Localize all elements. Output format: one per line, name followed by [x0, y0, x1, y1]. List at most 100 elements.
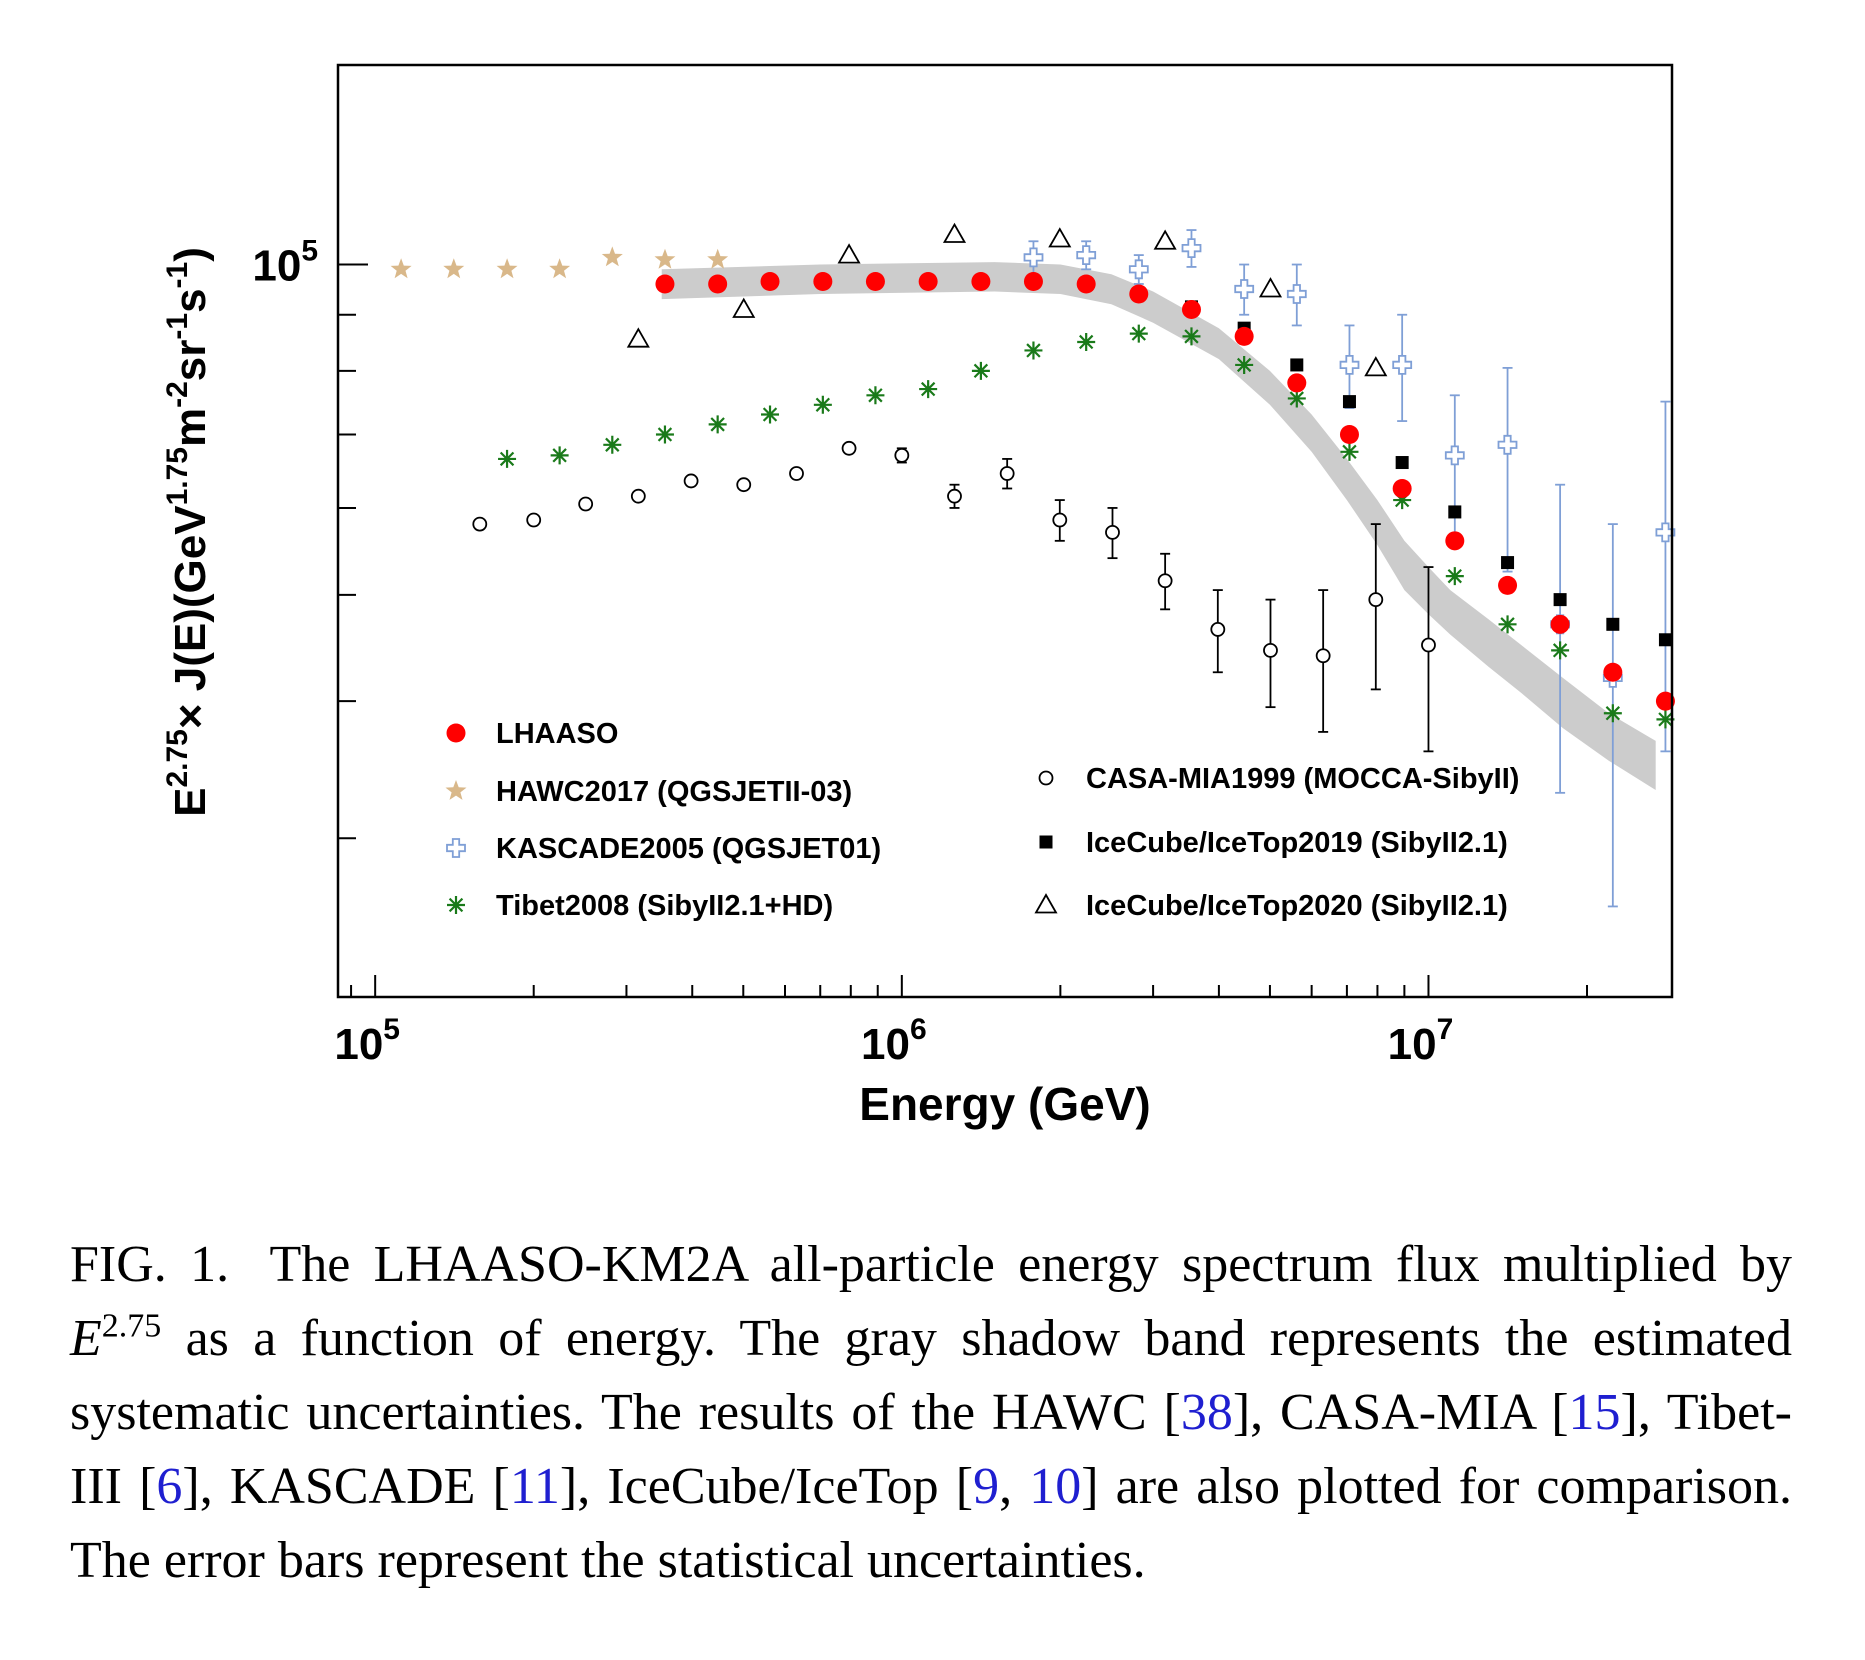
- data-point: [1157, 573, 1173, 589]
- data-point: [1210, 622, 1226, 637]
- data-point: [761, 405, 780, 424]
- data-point: [1445, 531, 1465, 551]
- caption-text: ], CASA-MIA [: [1232, 1384, 1569, 1441]
- data-point: [1445, 567, 1464, 586]
- data-point: [472, 516, 488, 532]
- citation-link[interactable]: 10: [1029, 1458, 1082, 1515]
- legend-marker: [447, 896, 465, 914]
- legend-item-lhaaso: LHAASO: [446, 718, 618, 750]
- data-point: [1392, 478, 1412, 498]
- data-point: [526, 512, 542, 528]
- data-point: [1368, 592, 1384, 608]
- data-point: [837, 243, 861, 264]
- data-point: [1077, 332, 1096, 351]
- data-point: [1181, 238, 1202, 259]
- series-tibet2008-sibyii2-1-hd: [498, 324, 1675, 729]
- data-point: [1023, 272, 1043, 292]
- data-point: [601, 246, 623, 267]
- figure-caption: FIG. 1. The LHAASO-KM2A all-particle ene…: [70, 1228, 1792, 1598]
- data-point: [1048, 227, 1072, 248]
- caption-text: ], KASCADE [: [182, 1458, 510, 1515]
- caption-math-exponent: 2.75: [101, 1307, 162, 1345]
- data-point: [1606, 617, 1620, 631]
- legend-label: LHAASO: [496, 718, 618, 750]
- legend-marker: [445, 780, 467, 800]
- systematic-uncertainty-band: [661, 262, 1656, 791]
- citation-link[interactable]: 9: [973, 1458, 1000, 1515]
- legend-marker: [1038, 770, 1054, 786]
- data-point: [1497, 434, 1518, 455]
- data-point: [1342, 395, 1356, 409]
- data-point: [683, 473, 699, 489]
- data-point: [1553, 593, 1567, 607]
- legend-marker: [1034, 893, 1058, 914]
- citation-link[interactable]: 38: [1180, 1384, 1233, 1441]
- data-point: [603, 435, 622, 454]
- data-point: [1364, 356, 1388, 377]
- data-point: [1656, 710, 1675, 729]
- data-point: [1603, 704, 1622, 723]
- data-point: [550, 446, 569, 465]
- y-tick-label: 105: [252, 235, 318, 291]
- x-axis-title: Energy (GeV): [859, 1078, 1150, 1130]
- data-point: [1023, 247, 1044, 268]
- data-point: [813, 395, 832, 414]
- legend-item-tibet2008-sibyii2-1-hd: Tibet2008 (SibyII2.1+HD): [447, 890, 833, 922]
- data-point: [1444, 445, 1465, 466]
- caption-text: The LHAASO-KM2A all-particle energy spec…: [269, 1236, 1793, 1293]
- citation-link[interactable]: 11: [509, 1458, 560, 1515]
- data-point: [1395, 456, 1409, 470]
- figure: 105 106 107 105 LHAASO HAWC2017 (QGSJETII-03…: [161, 63, 1676, 1130]
- caption-label: FIG. 1.: [70, 1236, 230, 1293]
- data-point: [1286, 284, 1307, 304]
- citation-link[interactable]: 15: [1568, 1384, 1621, 1441]
- data-point: [1076, 274, 1096, 294]
- energy-spectrum-chart: 105 106 107 105 LHAASO HAWC2017 (QGSJETII-03…: [161, 63, 1676, 1130]
- x-tick-label: 105: [334, 1013, 400, 1069]
- data-point: [1153, 229, 1177, 250]
- legend-label: CASA-MIA1999 (MOCCA-SibyII): [1086, 763, 1519, 795]
- legend-marker: [446, 723, 466, 743]
- data-point: [918, 272, 938, 292]
- data-point: [1655, 522, 1676, 543]
- data-point: [1655, 691, 1675, 711]
- data-point: [1339, 424, 1359, 444]
- data-point: [789, 466, 804, 481]
- citation-link[interactable]: 6: [156, 1458, 183, 1515]
- data-point: [1181, 299, 1201, 319]
- data-point: [1393, 491, 1412, 510]
- legend-label: HAWC2017 (QGSJETII-03): [496, 776, 852, 808]
- x-tick-label: 107: [1388, 1013, 1454, 1069]
- data-point: [1498, 615, 1517, 634]
- data-point: [1024, 341, 1043, 360]
- data-point: [971, 272, 991, 292]
- legend-label: Tibet2008 (SibyII2.1+HD): [496, 890, 833, 922]
- plot-frame: [336, 63, 1674, 999]
- data-point: [732, 297, 756, 318]
- data-point: [655, 425, 674, 444]
- data-point: [1052, 512, 1068, 528]
- caption-math-base: E: [70, 1310, 102, 1367]
- data-point: [947, 488, 962, 504]
- data-point: [865, 272, 885, 292]
- data-point: [894, 447, 910, 463]
- data-point: [1551, 641, 1570, 660]
- data-point: [971, 361, 990, 380]
- legend-item-kascade2005-qgsjet01: KASCADE2005 (QGSJET01): [446, 833, 881, 865]
- legend-item-icecube-icetop2020-sibyii2-1: IceCube/IceTop2020 (SibyII2.1): [1034, 890, 1508, 922]
- legend-item-casa-mia1999-mocca-sibyii: CASA-MIA1999 (MOCCA-SibyII): [1038, 763, 1519, 795]
- data-point: [443, 258, 465, 279]
- legend-label: IceCube/IceTop2020 (SibyII2.1): [1086, 890, 1508, 922]
- x-tick-label: 106: [861, 1013, 927, 1069]
- data-point: [1550, 614, 1570, 634]
- data-point: [1498, 575, 1518, 595]
- data-point: [654, 248, 676, 269]
- data-point: [578, 496, 594, 512]
- data-point: [866, 386, 885, 405]
- series-hawc2017-qgsjetii-03: [390, 246, 729, 279]
- data-point: [498, 449, 517, 468]
- series-icecube-icetop2020-sibyii2-1: [626, 222, 1388, 377]
- data-point: [1076, 245, 1097, 266]
- data-point: [999, 466, 1015, 481]
- legend-marker: [1039, 835, 1053, 849]
